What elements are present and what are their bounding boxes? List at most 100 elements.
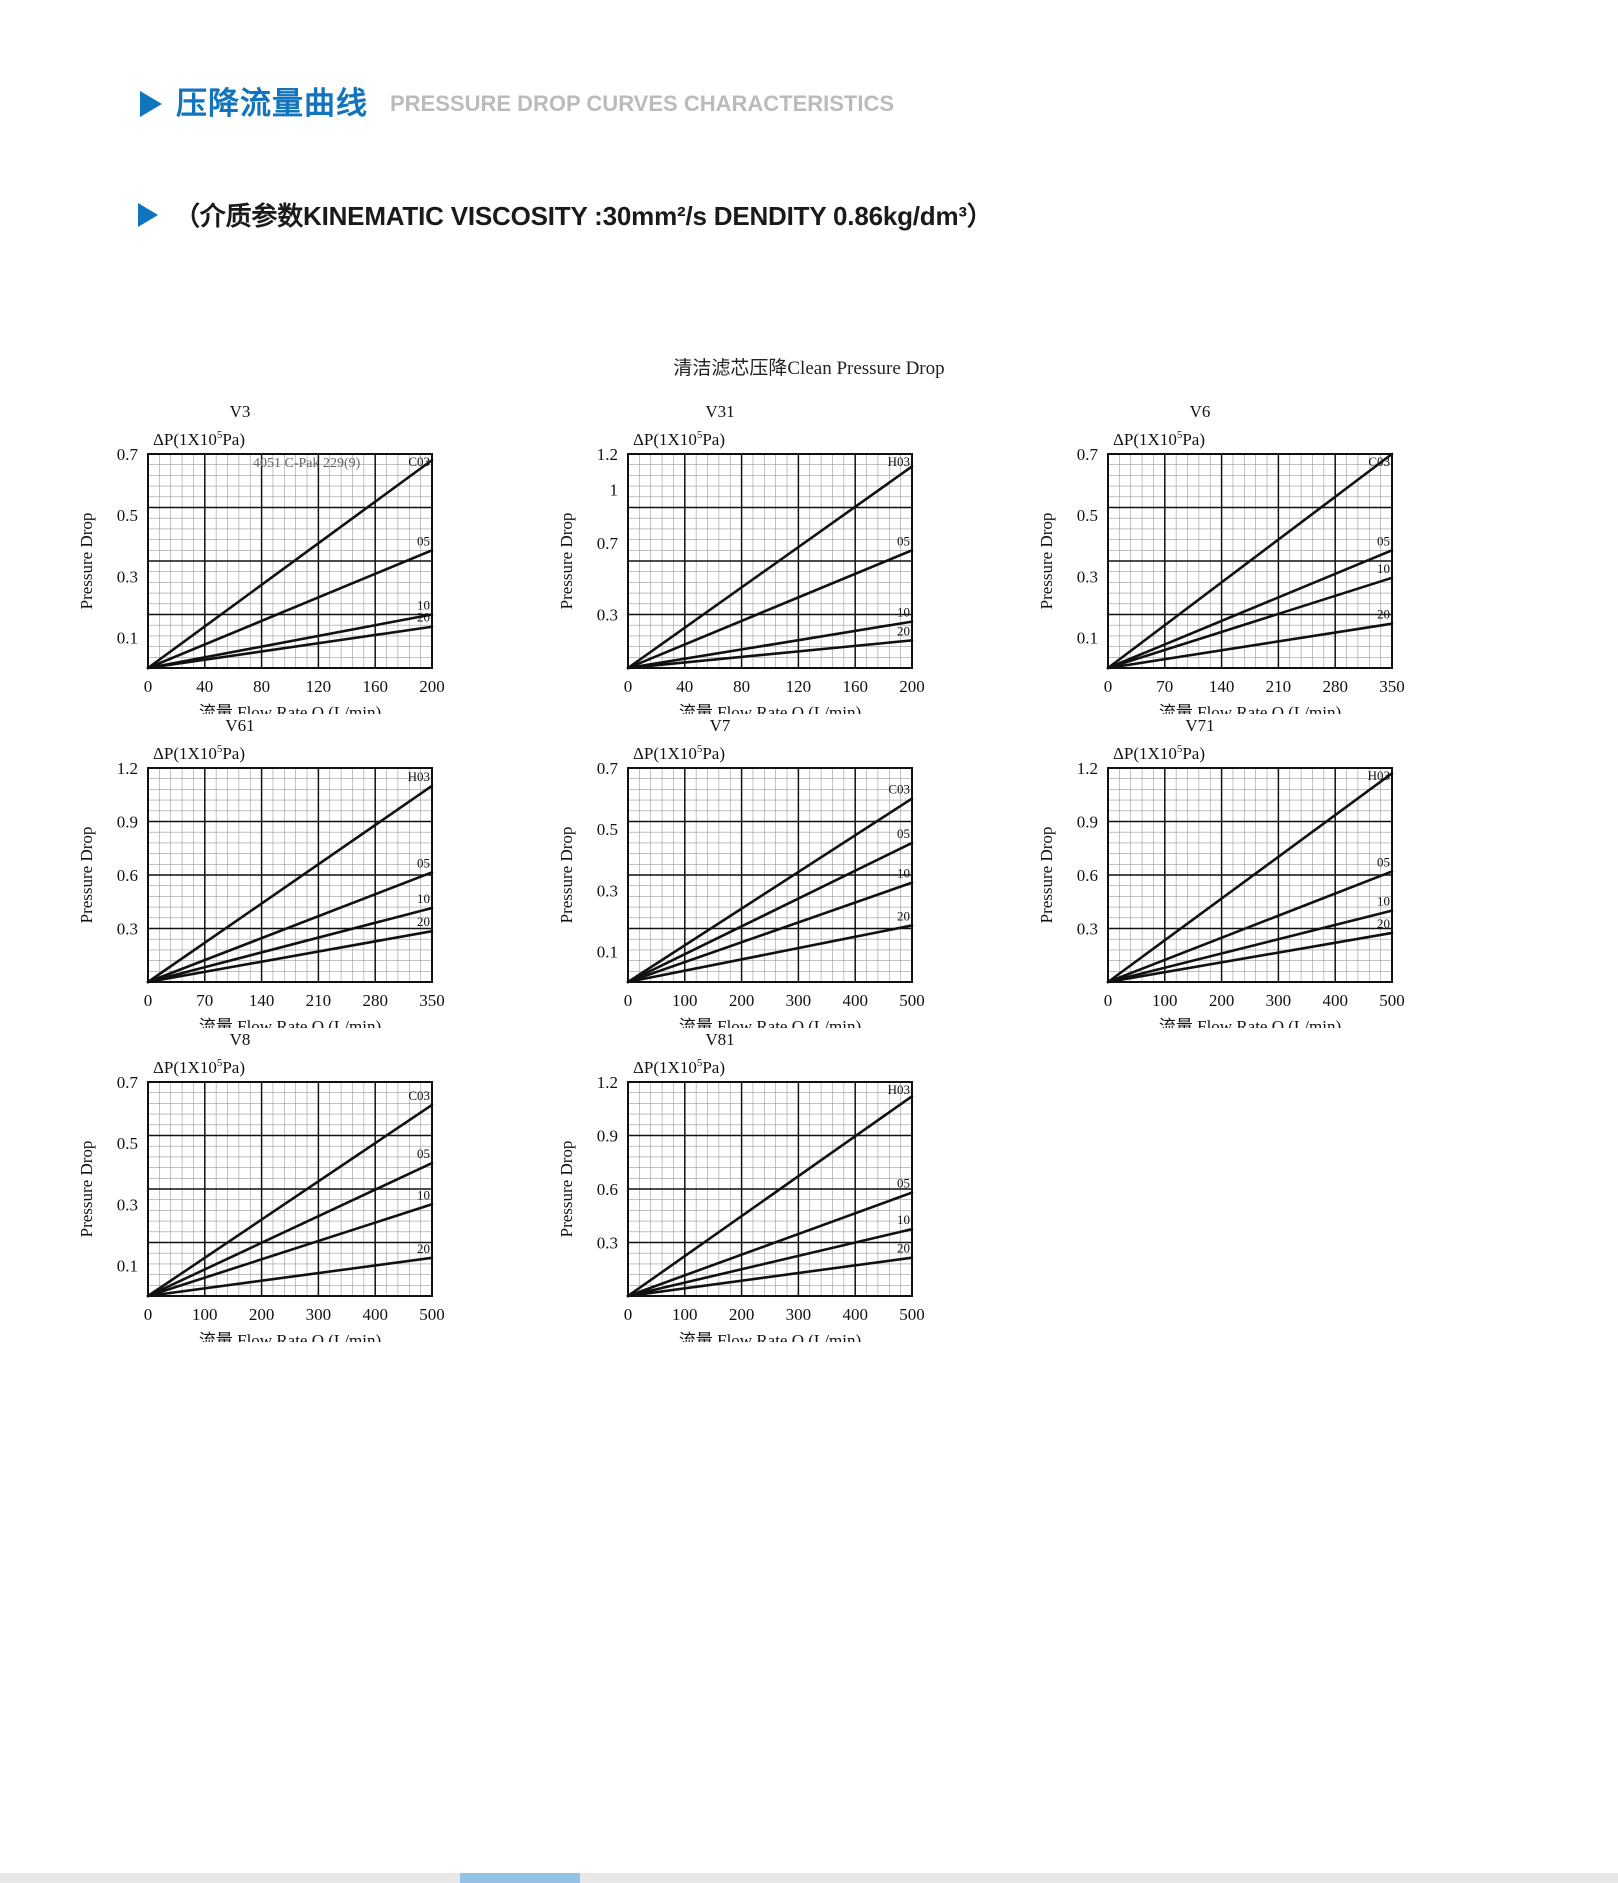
- curve-05: [146, 1161, 434, 1298]
- curve-20: [1106, 622, 1394, 670]
- subtitle-row: （介质参数KINEMATIC VISCOSITY :30mm²/s DENDIT…: [138, 196, 993, 233]
- curve-c03: [146, 458, 434, 670]
- x-axis-title: 流量 Flow Rate Q (L/min): [679, 1331, 861, 1342]
- curve-label-h03: H03: [408, 769, 430, 784]
- curve-label-05: 05: [897, 826, 910, 841]
- y-tick-label: 0.7: [117, 1073, 139, 1092]
- curve-label-c03: C03: [888, 782, 910, 797]
- y-tick-label: 0.9: [597, 1127, 618, 1146]
- x-axis-title: 流量 Flow Rate Q (L/min): [679, 703, 861, 714]
- y-tick-label: 0.6: [117, 866, 138, 885]
- y-tick-label: 1.2: [597, 1073, 618, 1092]
- y-tick-label: 0.7: [597, 534, 619, 553]
- y-axis-title: Pressure Drop: [77, 827, 96, 924]
- curve-10: [146, 613, 434, 670]
- x-tick-label: 350: [1379, 677, 1405, 696]
- curve-label-h03: H03: [1368, 768, 1390, 783]
- curve-05: [1106, 549, 1394, 670]
- x-tick-label: 0: [624, 991, 633, 1010]
- y-tick-label: 0.7: [597, 759, 619, 778]
- curve-label-05: 05: [417, 1146, 430, 1161]
- chart-svg-v61: ΔP(1X105Pa) 0.3 0.6 0.9 1.2 0 70 140 210 280 350 Pr…: [77, 743, 445, 1028]
- x-tick-label: 70: [196, 991, 213, 1010]
- footer-segment-accent: [460, 1873, 580, 1883]
- y-axis-title: Pressure Drop: [77, 513, 96, 610]
- x-axis-title: 流量 Flow Rate Q (L/min): [679, 1017, 861, 1028]
- chart-cell-v7: V7 ΔP(1X105Pa) 0.1 0.3 0.5 0.7 0 100 200 300 400 50…: [480, 714, 960, 1028]
- x-tick-label: 0: [144, 677, 153, 696]
- x-tick-label: 200: [249, 1305, 275, 1324]
- page-title-en: PRESSURE DROP CURVES CHARACTERISTICS: [390, 90, 895, 116]
- y-axis-title: Pressure Drop: [77, 1141, 96, 1238]
- x-tick-label: 120: [786, 677, 812, 696]
- curve-label-05: 05: [417, 855, 430, 870]
- x-axis-title: 流量 Flow Rate Q (L/min): [199, 1017, 381, 1028]
- curve-20: [626, 1256, 914, 1298]
- chart-title-v61: V61: [225, 716, 255, 735]
- x-tick-label: 350: [419, 991, 445, 1010]
- x-axis-title: 流量 Flow Rate Q (L/min): [1159, 703, 1341, 714]
- y-axis-unit-label: ΔP(1X105Pa): [153, 1057, 245, 1077]
- curve-c03: [1106, 452, 1394, 670]
- x-tick-label: 0: [144, 1305, 153, 1324]
- curve-h03: [626, 1094, 914, 1298]
- x-tick-label: 140: [249, 991, 275, 1010]
- y-tick-label: 0.3: [1077, 920, 1098, 939]
- x-tick-label: 100: [192, 1305, 218, 1324]
- chart-title-v71: V71: [1185, 716, 1215, 735]
- curve-label-20: 20: [1377, 607, 1390, 622]
- x-tick-label: 400: [362, 1305, 388, 1324]
- y-tick-label: 1.2: [1077, 759, 1098, 778]
- curve-10: [626, 1227, 914, 1298]
- y-tick-label: 0.3: [597, 606, 618, 625]
- x-tick-label: 0: [1104, 991, 1113, 1010]
- y-tick-label: 0.7: [1077, 445, 1099, 464]
- y-axis-unit-label: ΔP(1X105Pa): [633, 743, 725, 763]
- x-tick-label: 100: [672, 991, 698, 1010]
- y-tick-label: 0.3: [117, 567, 138, 586]
- y-tick-label: 0.3: [1077, 567, 1098, 586]
- curve-label-20: 20: [417, 610, 430, 625]
- curve-label-10: 10: [897, 1212, 910, 1227]
- y-tick-label: 0.3: [597, 881, 618, 900]
- x-tick-label: 40: [676, 677, 693, 696]
- curve-05: [146, 871, 434, 984]
- y-axis-title: Pressure Drop: [557, 1141, 576, 1238]
- chart-svg-v31: ΔP(1X105Pa) 0.3 0.7 1 1.2 0 40 80 120 160 200 Press…: [557, 429, 925, 714]
- x-tick-label: 200: [1209, 991, 1235, 1010]
- curve-label-h03: H03: [888, 454, 910, 469]
- y-axis-unit-label: ΔP(1X105Pa): [1113, 429, 1205, 449]
- curve-label-05: 05: [417, 533, 430, 548]
- y-tick-label: 0.7: [117, 445, 139, 464]
- curve-10: [146, 906, 434, 984]
- x-tick-label: 300: [306, 1305, 332, 1324]
- section-caption: 清洁滤芯压降Clean Pressure Drop: [673, 358, 945, 379]
- x-tick-label: 300: [1266, 991, 1292, 1010]
- curve-label-c03: C03: [408, 1088, 430, 1103]
- chart-svg-v7: ΔP(1X105Pa) 0.1 0.3 0.5 0.7 0 100 200 300 400 500 P…: [557, 743, 925, 1028]
- y-tick-label: 1.2: [597, 445, 618, 464]
- x-tick-label: 0: [624, 1305, 633, 1324]
- curve-10: [1106, 909, 1394, 984]
- x-tick-label: 0: [144, 991, 153, 1010]
- curve-label-20: 20: [1377, 916, 1390, 931]
- x-tick-label: 120: [306, 677, 332, 696]
- x-tick-label: 500: [419, 1305, 445, 1324]
- chart-cell-v31: V31 ΔP(1X105Pa) 0.3 0.7 1 1.2 0 40 80 120 160 200 Pr…: [480, 400, 960, 714]
- curve-label-20: 20: [897, 623, 910, 638]
- y-axis-title: Pressure Drop: [1037, 513, 1056, 610]
- x-tick-label: 300: [786, 1305, 812, 1324]
- y-tick-label: 0.9: [117, 813, 138, 832]
- curve-05: [626, 1191, 914, 1298]
- x-tick-label: 160: [842, 677, 868, 696]
- curve-label-c03: C03: [408, 454, 430, 469]
- y-tick-label: 0.6: [597, 1180, 618, 1199]
- curve-label-10: 10: [417, 1187, 430, 1202]
- x-tick-label: 100: [672, 1305, 698, 1324]
- y-tick-label: 0.9: [1077, 813, 1098, 832]
- curve-20: [626, 639, 914, 670]
- chart-svg-v8: ΔP(1X105Pa) 0.1 0.3 0.5 0.7 0 100 200 300 400 500 P…: [77, 1057, 445, 1342]
- x-tick-label: 500: [1379, 991, 1405, 1010]
- x-tick-label: 400: [842, 1305, 868, 1324]
